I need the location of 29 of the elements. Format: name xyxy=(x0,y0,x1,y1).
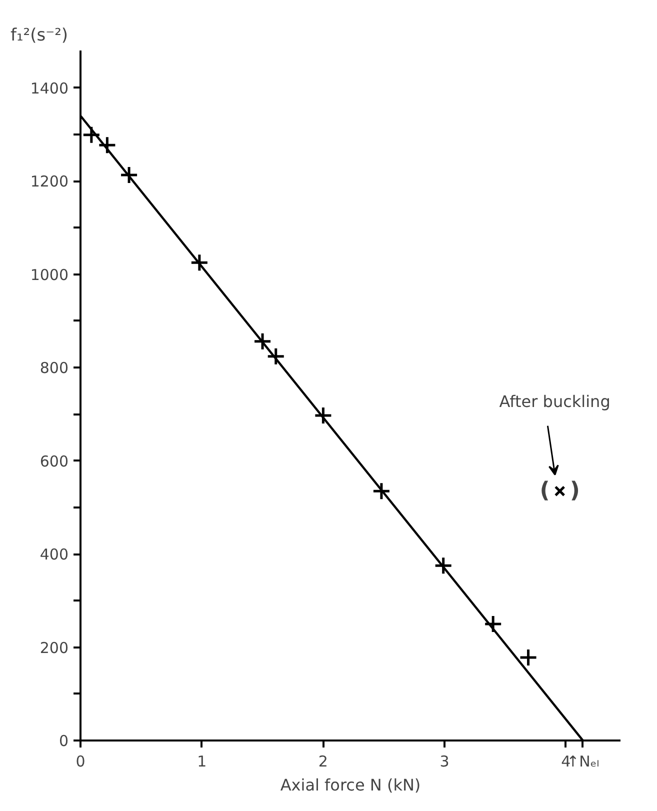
y-tick-label: 800 xyxy=(40,359,69,378)
point xyxy=(98,136,116,154)
x-tick-label: 3 xyxy=(440,752,450,770)
x-axis-title: Axial force N (kN) xyxy=(280,776,421,794)
point xyxy=(190,253,209,272)
point xyxy=(120,166,138,184)
annotation: ) xyxy=(570,478,580,504)
x-tick-label: 1 xyxy=(197,752,207,770)
y-tick-label: 400 xyxy=(40,546,69,564)
y-tick-label: 1200 xyxy=(30,172,69,191)
point xyxy=(82,126,101,144)
point xyxy=(266,347,286,366)
point xyxy=(484,614,502,634)
annotation: ( xyxy=(540,478,550,504)
text: After buckling xyxy=(499,392,610,412)
point xyxy=(253,332,272,351)
point xyxy=(314,406,332,425)
point xyxy=(434,556,453,575)
y-tick-label: 1400 xyxy=(30,79,69,98)
point xyxy=(554,486,566,497)
y-tick-label: 600 xyxy=(40,452,69,470)
point xyxy=(519,648,538,667)
point xyxy=(372,482,391,500)
y-tick-label: 1000 xyxy=(30,266,69,284)
y-axis-title: f₁²(s⁻²) xyxy=(10,26,68,46)
x-tick-label: 2 xyxy=(318,752,328,770)
y-tick-label: 200 xyxy=(40,638,69,657)
x-tick-label: 0 xyxy=(76,752,86,770)
y-tick-label: 0 xyxy=(58,732,69,750)
